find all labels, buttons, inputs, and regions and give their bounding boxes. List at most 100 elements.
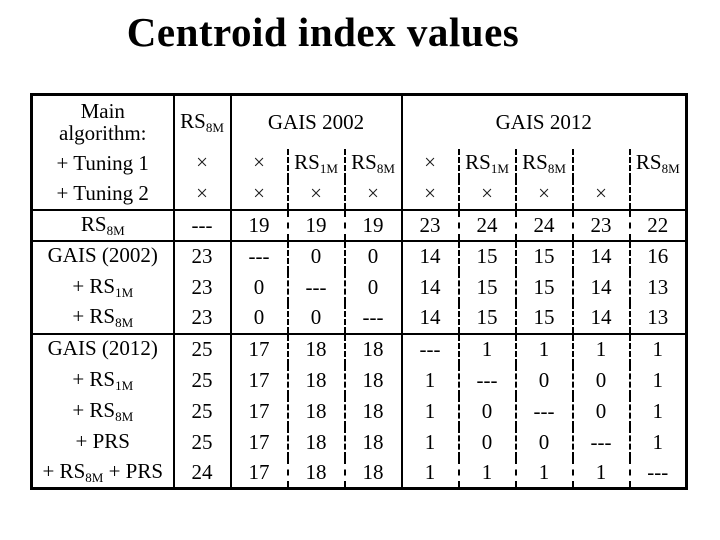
table-cell: 17 <box>230 395 289 427</box>
table-cell: 23 <box>173 271 232 303</box>
header-cross-cell: × <box>287 178 346 211</box>
table-row-gais2012-rs8m-prs: + RS8M + PRS 24 17 18 18 1 1 1 1 --- <box>31 457 687 489</box>
table-cell: 13 <box>647 274 669 299</box>
table-cell: 24 <box>515 209 574 242</box>
table-cell: --- <box>572 426 631 458</box>
table-cell: 18 <box>287 457 346 489</box>
table-cell: --- <box>344 302 403 335</box>
table-cell: 14 <box>401 240 460 272</box>
table-cell: 13 <box>629 302 687 335</box>
header-tuning1-row: + Tuning 1 × × RS1M RS8M × RS1M RS8M RS8… <box>31 148 687 179</box>
table-cell: 14 <box>572 240 631 272</box>
table-cell: 0 <box>458 395 517 427</box>
table-cell: 15 <box>458 240 517 272</box>
table-cell: 0 <box>515 426 574 458</box>
table-cell: 19 <box>344 209 403 242</box>
header-variant-cell: × <box>230 148 289 179</box>
table-cell: --- <box>401 333 460 365</box>
table-cell: 25 <box>173 333 232 365</box>
group-header-gais-2002: GAIS 2002 <box>230 94 403 149</box>
table-cell: 18 <box>287 364 346 396</box>
header-cross-cell: × <box>344 178 403 211</box>
table-cell: 14 <box>401 271 460 303</box>
table-cell: 18 <box>287 395 346 427</box>
table-cell: 0 <box>230 302 289 335</box>
table-cell: 17 <box>230 333 289 365</box>
ref-column-header: RS8M <box>173 94 232 149</box>
table-cell: 24 <box>173 457 232 489</box>
table-cell: 1 <box>515 333 574 365</box>
table-cell: 19 <box>230 209 289 242</box>
header-cross-cell: × <box>230 178 289 211</box>
table-cell: 23 <box>173 240 232 272</box>
table-cell: 15 <box>515 302 574 335</box>
table-cell: 14 <box>572 271 631 303</box>
table-cell: 23 <box>401 209 460 242</box>
row-label: GAIS (2012) <box>31 333 175 365</box>
table-cell: 17 <box>230 457 289 489</box>
table-row-gais2002-rs8m: + RS8M 23 0 0 --- 14 15 15 14 13 <box>31 302 687 335</box>
table-row-gais2012-rs1m: + RS1M 25 17 18 18 1 --- 0 0 1 <box>31 364 687 396</box>
row-label: + RS1M <box>31 271 175 303</box>
table-cell: 18 <box>344 333 403 365</box>
table-cell: 14 <box>572 302 631 335</box>
table-cell: 0 <box>230 271 289 303</box>
table-cell: 25 <box>173 426 232 458</box>
table-cell: 1 <box>652 337 664 362</box>
row-label: + RS8M <box>31 395 175 427</box>
table-cell: 1 <box>515 457 574 489</box>
table-cell: 1 <box>652 367 664 392</box>
table-cell: 23 <box>173 302 232 335</box>
table-row-gais2002-rs1m: + RS1M 23 0 --- 0 14 15 15 14 13 <box>31 271 687 303</box>
table-cell: --- <box>230 240 289 272</box>
header-cross-cell-empty <box>629 178 687 211</box>
table-cell: 1 <box>401 364 460 396</box>
table-cell: 0 <box>515 364 574 396</box>
table-cell: 1 <box>458 457 517 489</box>
table-cell: 22 <box>629 209 687 242</box>
subscript: 8M <box>205 119 224 135</box>
table-cell: 15 <box>515 240 574 272</box>
page-title: Centroid index values <box>126 9 520 55</box>
table-row-gais2012: GAIS (2012) 25 17 18 18 --- 1 1 1 1 <box>31 333 687 365</box>
table-cell: 1 <box>401 395 460 427</box>
table-cell: --- <box>287 271 346 303</box>
row-label: + RS1M <box>31 364 175 396</box>
table-row-gais2012-rs8m: + RS8M 25 17 18 18 1 0 --- 0 1 <box>31 395 687 427</box>
table-cell: 14 <box>401 302 460 335</box>
row-label: + PRS <box>31 426 175 458</box>
table-row-gais2012-prs: + PRS 25 17 18 18 1 0 0 --- 1 <box>31 426 687 458</box>
table-cell: 0 <box>572 364 631 396</box>
table-cell: 18 <box>344 457 403 489</box>
tuning1-label: + Tuning 1 <box>31 148 175 179</box>
table-cell: 18 <box>344 395 403 427</box>
table-cell: --- <box>173 209 232 242</box>
header-variant-cell: RS8M <box>515 148 574 179</box>
table-cell: 18 <box>344 426 403 458</box>
table-cell: 19 <box>287 209 346 242</box>
row-label: + RS8M + PRS <box>31 457 175 489</box>
table-cell: 0 <box>572 395 631 427</box>
header-variant-cell: × <box>401 148 460 179</box>
header-tuning2-row: + Tuning 2 × × × × × × × × <box>31 178 687 211</box>
header-variant-cell: RS8M <box>635 150 680 177</box>
header-cross-cell: × <box>401 178 460 211</box>
centroid-index-table: Main algorithm: RS8M GAIS 2002 GAIS 2012… <box>30 93 688 490</box>
header-cross-cell: × <box>572 178 631 211</box>
table-cell: 15 <box>458 271 517 303</box>
table-cell: 17 <box>230 364 289 396</box>
table-cell: 0 <box>344 240 403 272</box>
table-cell: 15 <box>515 271 574 303</box>
table-cell: 18 <box>344 364 403 396</box>
header-variant-cell: RS8M <box>344 148 403 179</box>
table-cell: 16 <box>647 244 669 269</box>
table-cell: --- <box>458 364 517 396</box>
table-cell: 1 <box>458 333 517 365</box>
table-row-rs8m: RS8M --- 19 19 19 23 24 24 23 22 <box>31 209 687 242</box>
table-cell: 25 <box>173 395 232 427</box>
table-cell: 18 <box>287 333 346 365</box>
header-variant-cell: RS1M <box>458 148 517 179</box>
table-cell: 1 <box>572 457 631 489</box>
header-cross-cell: × <box>515 178 574 211</box>
